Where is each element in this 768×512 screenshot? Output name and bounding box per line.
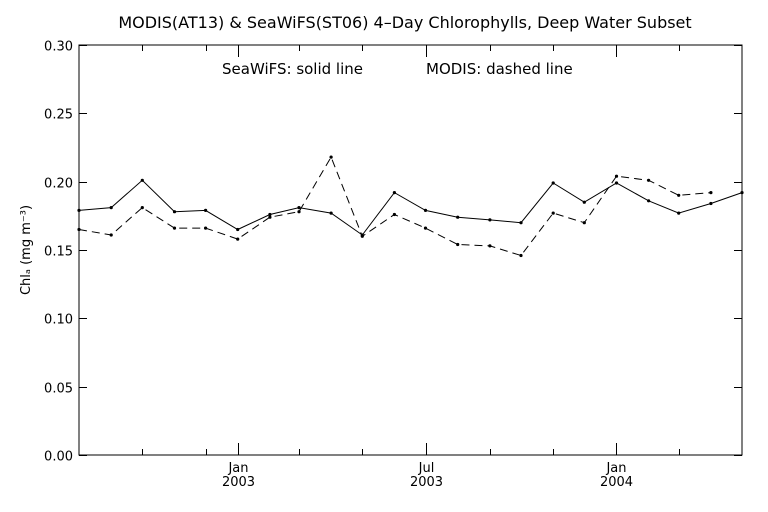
data-point-modis [551, 211, 555, 215]
data-point-seawifs [551, 181, 555, 185]
x-tick-month-label: Jan [227, 461, 248, 476]
data-point-seawifs [647, 199, 651, 203]
data-point-seawifs [140, 178, 144, 182]
x-tick-year-label: 2004 [600, 475, 633, 490]
data-point-seawifs [77, 208, 81, 212]
data-point-seawifs [582, 200, 586, 204]
data-point-seawifs [709, 201, 713, 206]
annotation-modis: MODIS: dashed line [426, 60, 573, 78]
ticks: 0.000.050.100.150.200.250.30Jan2003Jul20… [44, 40, 742, 490]
series-line-seawifs [78, 179, 743, 236]
y-tick-label: 0.25 [44, 108, 73, 123]
x-tick-year-label: 2003 [222, 475, 255, 490]
y-tick-label: 0.30 [44, 40, 73, 55]
data-point-modis [268, 215, 272, 219]
data-point-modis [236, 237, 240, 241]
data-point-seawifs [297, 206, 301, 210]
data-point-modis [709, 191, 713, 195]
data-point-modis [329, 155, 333, 159]
annotation-seawifs: SeaWiFS: solid line [222, 60, 363, 78]
data-point-modis [677, 193, 681, 197]
y-tick-label: 0.10 [44, 313, 73, 328]
data-point-seawifs [172, 210, 177, 214]
x-tick-month-label: Jan [605, 461, 626, 476]
y-tick-label: 0.05 [44, 382, 73, 397]
data-point-modis [297, 210, 301, 214]
chart-title: MODIS(AT13) & SeaWiFS(ST06) 4–Day Chloro… [118, 13, 691, 32]
data-point-seawifs [677, 211, 681, 215]
plot-frame [78, 44, 743, 456]
data-point-modis [647, 178, 651, 182]
data-point-modis [519, 253, 523, 258]
data-point-seawifs [456, 215, 460, 219]
data-point-modis [204, 226, 208, 230]
data-point-modis [392, 212, 396, 217]
series-group [77, 155, 744, 258]
y-tick-label: 0.20 [44, 177, 73, 192]
data-point-seawifs [236, 227, 240, 232]
data-point-seawifs [519, 221, 523, 225]
data-point-modis [456, 242, 460, 247]
data-point-modis [423, 226, 428, 230]
axes [78, 44, 743, 456]
data-point-seawifs [109, 206, 113, 210]
data-point-modis [77, 227, 81, 232]
y-tick-label: 0.00 [44, 450, 73, 465]
data-point-seawifs [329, 211, 333, 215]
data-point-modis [140, 206, 144, 210]
data-point-modis [109, 233, 113, 237]
y-axis-label: Chlₐ (mg m⁻³) [19, 205, 34, 295]
x-tick-month-label: Jul [418, 461, 435, 476]
x-tick-year-label: 2003 [410, 475, 443, 490]
data-point-seawifs [268, 212, 272, 217]
data-point-seawifs [740, 191, 744, 195]
data-point-seawifs [204, 208, 208, 212]
data-point-modis [172, 226, 177, 230]
series-line-modis [78, 155, 711, 257]
data-point-seawifs [423, 208, 428, 212]
data-point-modis [582, 221, 586, 225]
data-point-seawifs [392, 191, 396, 195]
data-point-seawifs [614, 181, 619, 185]
data-point-modis [614, 174, 619, 178]
data-point-modis [488, 244, 492, 248]
data-point-modis [360, 234, 364, 238]
y-tick-label: 0.15 [44, 245, 73, 260]
data-point-seawifs [488, 218, 492, 222]
